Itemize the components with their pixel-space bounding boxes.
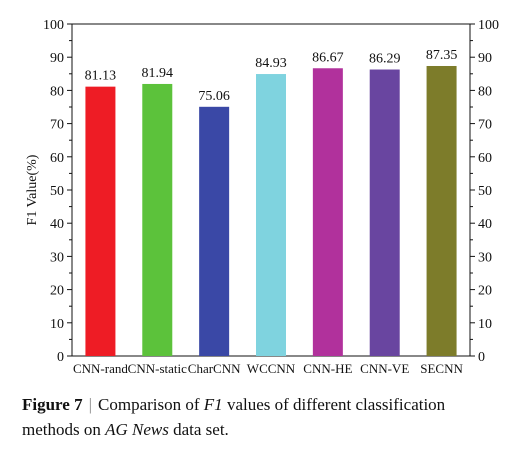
value-label: 86.29 bbox=[369, 52, 401, 67]
value-label: 84.93 bbox=[255, 56, 287, 71]
bar-cnn-static bbox=[142, 83, 173, 356]
y-tick-label-left: 10 bbox=[50, 317, 64, 332]
y-tick-label-right: 50 bbox=[478, 184, 492, 199]
y-tick-label-left: 60 bbox=[50, 151, 64, 166]
y-tick-label-right: 90 bbox=[478, 51, 492, 66]
category-label: CNN-rand bbox=[73, 361, 128, 376]
category-label: WCCNN bbox=[247, 361, 296, 376]
y-tick-label-left: 20 bbox=[50, 284, 64, 299]
y-tick-label-left: 90 bbox=[50, 51, 64, 66]
category-label: CNN-static bbox=[128, 361, 187, 376]
y-tick-label-right: 80 bbox=[478, 84, 492, 99]
y-tick-label-right: 20 bbox=[478, 284, 492, 299]
y-tick-label-right: 70 bbox=[478, 118, 492, 133]
y-tick-label-right: 30 bbox=[478, 250, 492, 265]
category-label: SECNN bbox=[420, 361, 463, 376]
caption-separator: | bbox=[88, 395, 93, 414]
bar-chart: 0 0 10 10 20 20 30 30 40 40 50 50 60 60 70 70 80 80 90 90 10… bbox=[25, 18, 499, 376]
bar-cnn-rand bbox=[85, 86, 116, 356]
y-tick-label-right: 40 bbox=[478, 217, 492, 232]
value-label: 81.13 bbox=[85, 69, 117, 84]
bar-wccnn bbox=[256, 74, 286, 356]
bar-charcnn bbox=[199, 106, 230, 356]
bar-cnn-he bbox=[312, 68, 343, 356]
y-tick-label-right: 10 bbox=[478, 317, 492, 332]
y-axis-label: F1 Value(%) bbox=[25, 154, 40, 225]
y-tick-label-left: 40 bbox=[50, 217, 64, 232]
y-tick-label-right: 0 bbox=[478, 350, 485, 365]
figure-caption: Figure 7 | Comparison of F1 values of diff… bbox=[22, 392, 492, 442]
y-tick-label-left: 30 bbox=[50, 250, 64, 265]
y-tick-label-right: 100 bbox=[478, 18, 499, 33]
caption-text-c: data set. bbox=[168, 420, 229, 439]
value-label: 86.67 bbox=[312, 50, 344, 65]
y-tick-label-left: 50 bbox=[50, 184, 64, 199]
value-label: 87.35 bbox=[426, 48, 458, 63]
value-label: 81.94 bbox=[142, 66, 174, 81]
y-tick-label-right: 60 bbox=[478, 151, 492, 166]
bar-secnn bbox=[426, 65, 457, 357]
y-tick-label-left: 70 bbox=[50, 118, 64, 133]
y-tick-label-left: 100 bbox=[43, 18, 64, 33]
category-label: CNN-HE bbox=[303, 361, 352, 376]
caption-italic-dataset: AG News bbox=[105, 420, 169, 439]
y-tick-label-left: 0 bbox=[57, 350, 64, 365]
chart-bars bbox=[85, 65, 457, 357]
category-label: CharCNN bbox=[188, 361, 241, 376]
caption-text-a: Comparison of bbox=[98, 395, 204, 414]
caption-italic-f1: F1 bbox=[203, 395, 223, 414]
caption-figure-label: Figure 7 bbox=[22, 395, 83, 414]
bar-cnn-ve bbox=[369, 69, 400, 356]
y-tick-label-left: 80 bbox=[50, 84, 64, 99]
caption-text-b: values of different classification metho… bbox=[22, 395, 446, 439]
value-label: 75.06 bbox=[198, 89, 230, 104]
chart-labels: 0 0 10 10 20 20 30 30 40 40 50 50 60 60 70 70 80 80 90 90 10… bbox=[43, 18, 499, 376]
category-label: CNN-VE bbox=[360, 361, 409, 376]
